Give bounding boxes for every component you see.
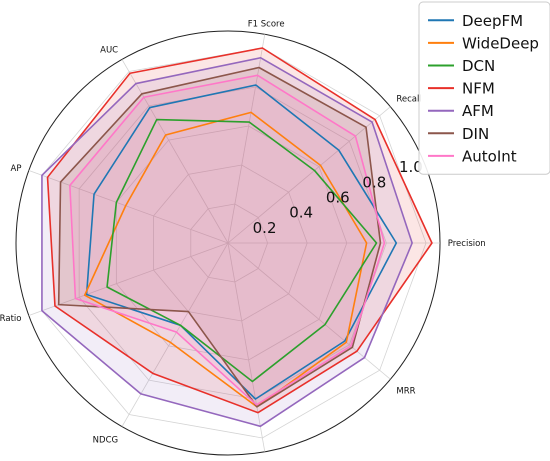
legend: DeepFM WideDeep DCN NFM AFM DIN AutoInt xyxy=(418,1,550,175)
series-line xyxy=(106,118,378,383)
legend-label: DeepFM xyxy=(462,12,523,30)
grid-ring xyxy=(115,125,348,361)
radial-tick-label: 1.0 xyxy=(399,158,423,176)
grid-spoke xyxy=(227,34,266,244)
grid-spoke xyxy=(227,242,266,452)
radial-tick-label: 0.2 xyxy=(253,219,277,237)
axis-label: Hit Ratio xyxy=(0,314,21,324)
radial-tick-label: 0.8 xyxy=(362,173,386,191)
legend-label: DIN xyxy=(462,125,489,143)
series-fill xyxy=(41,57,413,427)
grid-ring xyxy=(78,86,387,400)
series-line xyxy=(41,56,413,428)
legend-frame xyxy=(418,1,550,175)
grid-spoke xyxy=(227,106,391,244)
outer-frame xyxy=(15,30,441,456)
axis-label: Precision xyxy=(448,239,486,249)
series-line xyxy=(85,84,398,400)
axis-label: F1 Score xyxy=(248,20,285,30)
axis-label: AP xyxy=(11,164,22,174)
axis-label-layer: Precision Recall F1 Score AUC AP Hit Ratio NDC… xyxy=(0,20,486,446)
legend-label: DCN xyxy=(462,57,495,75)
axis-label: MRR xyxy=(396,386,415,396)
series-fill xyxy=(58,67,381,407)
grid-spoke xyxy=(121,59,229,244)
grid-spoke xyxy=(28,242,229,316)
axis-label: NDCG xyxy=(93,435,118,445)
series-line-layer xyxy=(41,47,433,428)
grid-spoke xyxy=(227,242,391,380)
series-line xyxy=(57,66,382,408)
legend-label: WideDeep xyxy=(462,34,539,52)
grid-spoke xyxy=(28,170,229,244)
radial-tick-label: 0.6 xyxy=(326,189,350,207)
grid-ring xyxy=(153,164,308,322)
axis-label: Recall xyxy=(396,95,421,105)
grid-spoke xyxy=(121,242,229,427)
grid-ring xyxy=(190,203,269,283)
series-line xyxy=(46,47,433,414)
series-line xyxy=(69,74,386,406)
axis-label: AUC xyxy=(100,46,118,56)
legend-label: AutoInt xyxy=(462,147,517,165)
legend-label: AFM xyxy=(462,102,494,120)
legend-label: NFM xyxy=(462,80,495,98)
radial-tick-label: 0.4 xyxy=(289,204,313,222)
series-line xyxy=(83,111,368,408)
